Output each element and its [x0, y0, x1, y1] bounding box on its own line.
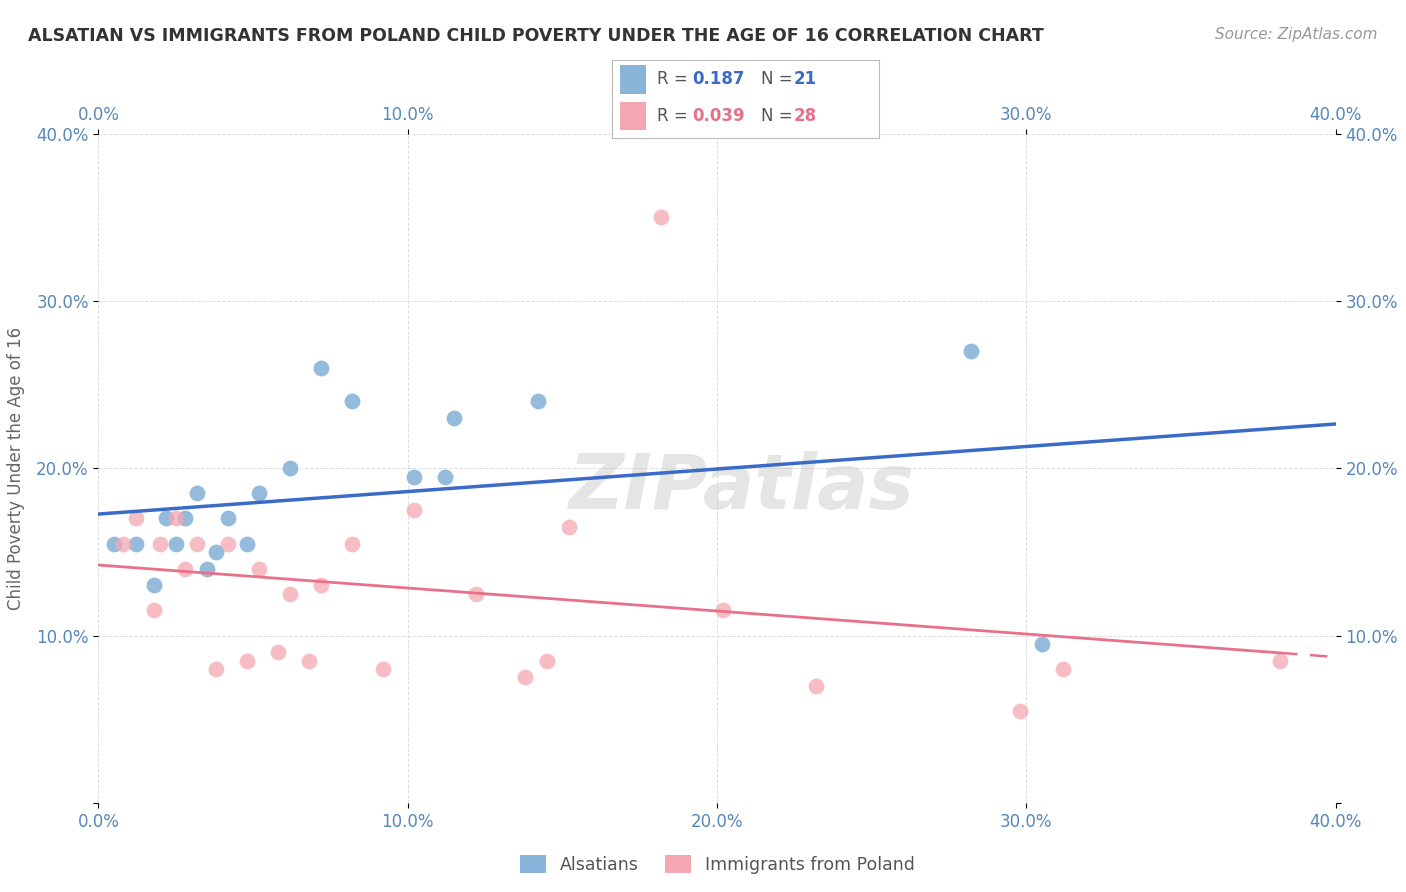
Text: R =: R =: [657, 107, 693, 125]
Point: [536, 654, 558, 668]
Text: ZIPatlas: ZIPatlas: [569, 451, 915, 525]
Text: N =: N =: [761, 107, 799, 125]
Point: [149, 536, 172, 550]
Point: [309, 578, 332, 592]
Point: [340, 536, 363, 550]
Point: [174, 511, 197, 525]
Point: [103, 536, 125, 550]
Point: [217, 536, 239, 550]
Point: [711, 603, 734, 617]
Y-axis label: Child Poverty Under the Age of 16: Child Poverty Under the Age of 16: [7, 326, 25, 610]
Text: 0.039: 0.039: [692, 107, 744, 125]
Text: 0.187: 0.187: [692, 70, 744, 88]
Point: [959, 344, 981, 359]
Point: [526, 394, 548, 409]
Point: [186, 486, 208, 500]
Point: [464, 587, 486, 601]
Point: [340, 394, 363, 409]
Point: [143, 603, 166, 617]
Legend: Alsatians, Immigrants from Poland: Alsatians, Immigrants from Poland: [513, 848, 921, 881]
Point: [515, 670, 537, 684]
Point: [143, 578, 166, 592]
Point: [402, 503, 425, 517]
Text: Source: ZipAtlas.com: Source: ZipAtlas.com: [1215, 27, 1378, 42]
Point: [236, 654, 259, 668]
Point: [309, 361, 332, 376]
Point: [1031, 637, 1053, 651]
Point: [205, 662, 228, 676]
Point: [278, 587, 301, 601]
Point: [402, 469, 425, 483]
Point: [267, 645, 290, 659]
Point: [112, 536, 135, 550]
Point: [443, 411, 465, 425]
Point: [298, 654, 321, 668]
Text: R =: R =: [657, 70, 693, 88]
Point: [278, 461, 301, 475]
Point: [236, 536, 259, 550]
Text: 21: 21: [793, 70, 817, 88]
Point: [557, 520, 579, 534]
Point: [165, 536, 187, 550]
Point: [205, 545, 228, 559]
Point: [650, 211, 672, 225]
Point: [186, 536, 208, 550]
Point: [804, 679, 827, 693]
Point: [1010, 704, 1032, 718]
Point: [124, 511, 146, 525]
Text: ALSATIAN VS IMMIGRANTS FROM POLAND CHILD POVERTY UNDER THE AGE OF 16 CORRELATION: ALSATIAN VS IMMIGRANTS FROM POLAND CHILD…: [28, 27, 1043, 45]
Bar: [620, 103, 647, 130]
Point: [1052, 662, 1074, 676]
Point: [371, 662, 394, 676]
Point: [217, 511, 239, 525]
Point: [124, 536, 146, 550]
Point: [155, 511, 177, 525]
Point: [433, 469, 456, 483]
Point: [247, 486, 270, 500]
Text: N =: N =: [761, 70, 799, 88]
Point: [247, 562, 270, 576]
Point: [1268, 654, 1291, 668]
Bar: [620, 65, 647, 94]
Point: [165, 511, 187, 525]
Point: [174, 562, 197, 576]
Point: [195, 562, 218, 576]
Text: 28: 28: [793, 107, 817, 125]
